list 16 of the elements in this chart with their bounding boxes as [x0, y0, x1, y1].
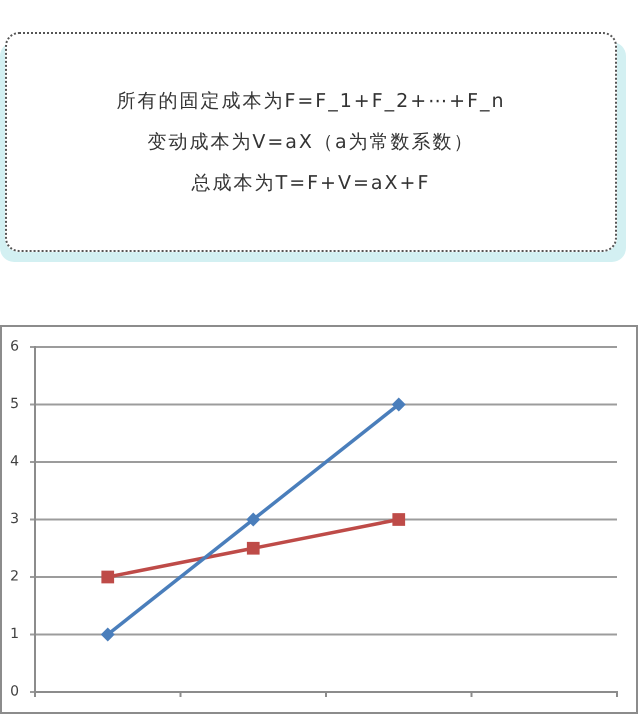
point — [100, 628, 115, 642]
y-tick-label: 3 — [10, 511, 19, 528]
point — [101, 570, 114, 584]
text: 变动成本为V=aX（a为常数系数） — [147, 130, 475, 154]
point — [392, 513, 406, 526]
text: 所有的固定成本为F=F_1+F_2+⋯+F_n — [116, 88, 506, 114]
text: 总成本为T=F+V=aX+F — [192, 170, 430, 196]
point — [246, 542, 260, 555]
y-tick-label: 0 — [10, 684, 19, 700]
y-tick-label: 2 — [10, 568, 19, 585]
y-tick-label: 1 — [10, 626, 19, 642]
y-tick-label: 5 — [10, 396, 19, 412]
point — [246, 512, 260, 526]
y-tick-label: 6 — [10, 338, 20, 355]
point — [392, 398, 406, 412]
y-tick-label: 4 — [10, 454, 20, 470]
